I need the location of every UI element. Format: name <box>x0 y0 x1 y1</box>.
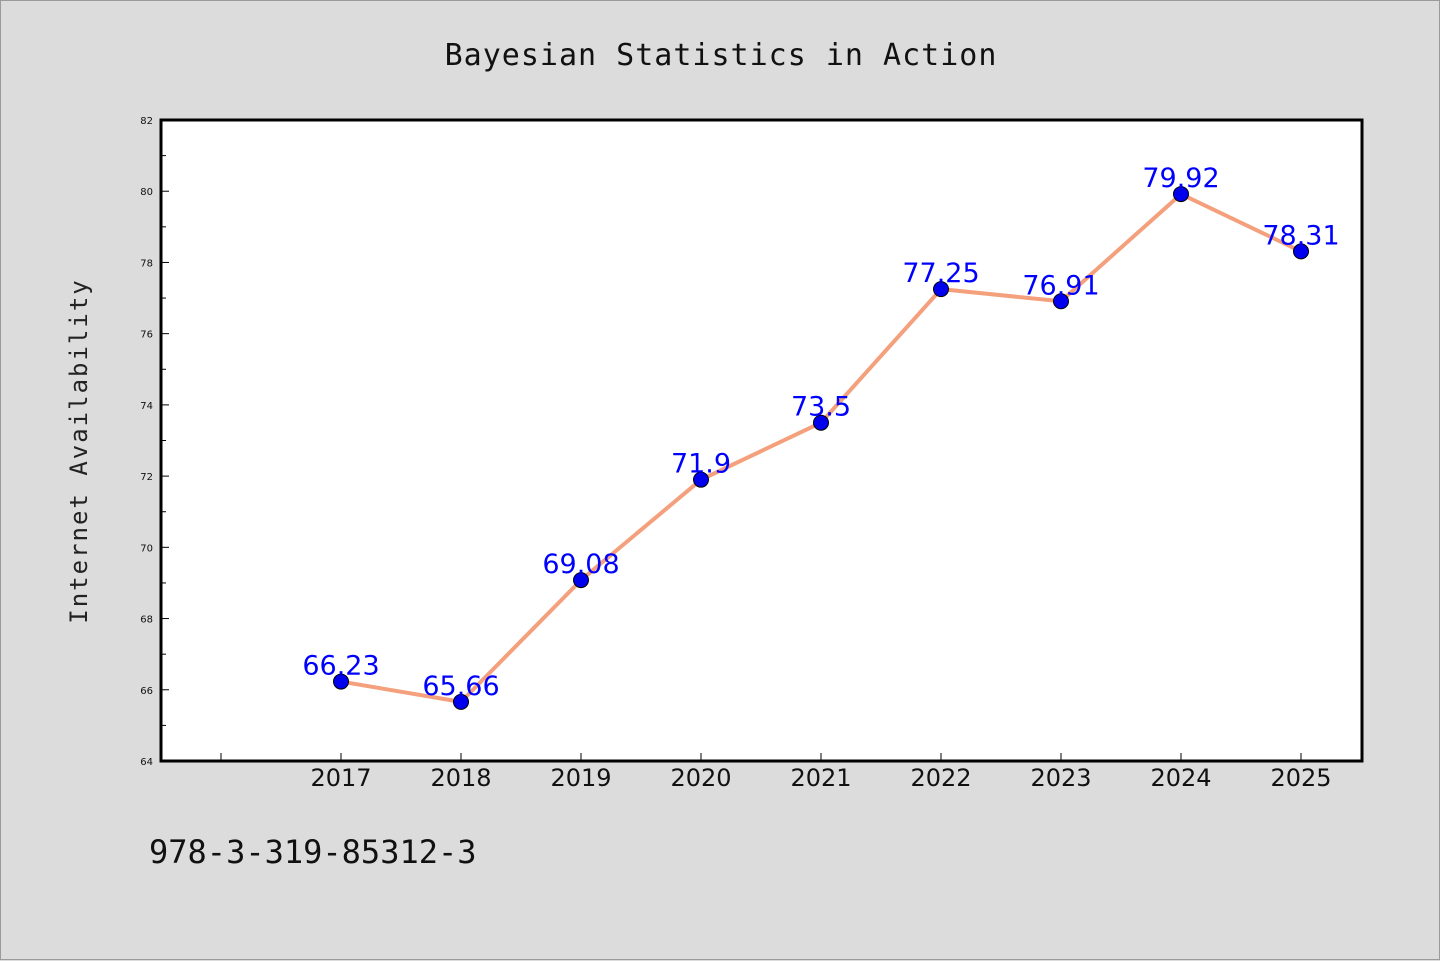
data-label: 79.92 <box>1142 163 1219 194</box>
data-label: 65.66 <box>422 671 499 702</box>
data-markers <box>333 186 1309 710</box>
plot-area <box>159 118 1364 763</box>
y-tick-label: 80 <box>140 187 153 198</box>
data-label: 73.5 <box>791 392 851 423</box>
axis-ticks: 64 66 68 70 72 74 76 78 80 82 2017 2018 2019 2020 2021… <box>140 116 1331 792</box>
x-tick-label: 2019 <box>550 764 611 792</box>
x-tick-label: 2025 <box>1270 764 1331 792</box>
y-axis-label: Internet Availability <box>65 278 93 623</box>
data-label: 76.91 <box>1022 270 1099 301</box>
y-tick-label: 82 <box>140 116 153 127</box>
x-tick-label: 2022 <box>910 764 971 792</box>
y-tick-label: 74 <box>140 401 153 412</box>
data-point <box>1173 186 1189 203</box>
data-point <box>813 414 829 431</box>
y-tick-label: 64 <box>140 757 153 768</box>
data-label: 69.08 <box>542 549 619 580</box>
data-label: 78.31 <box>1262 220 1339 251</box>
data-point <box>453 693 469 710</box>
data-point <box>933 281 949 298</box>
chart-title: Bayesian Statistics in Action <box>445 38 998 73</box>
x-tick-label: 2024 <box>1150 764 1211 792</box>
x-tick-label: 2017 <box>310 764 371 792</box>
x-tick-label: 2021 <box>790 764 851 792</box>
data-point <box>333 673 349 690</box>
y-tick-label: 78 <box>140 258 153 269</box>
y-tick-label: 76 <box>140 330 153 341</box>
data-label: 66.23 <box>302 651 379 682</box>
y-tick-label: 66 <box>140 686 153 697</box>
data-labels: 66.23 65.66 69.08 71.9 73.5 77.25 76.91 79.92 78… <box>302 163 1339 702</box>
data-point <box>1053 293 1069 310</box>
isbn-footer: 978-3-319-85312-3 <box>149 833 477 871</box>
data-label: 71.9 <box>671 449 731 480</box>
data-label: 77.25 <box>902 258 979 289</box>
data-point <box>693 471 709 488</box>
data-point <box>573 572 589 589</box>
x-tick-label: 2023 <box>1030 764 1091 792</box>
data-point <box>1293 243 1309 260</box>
y-tick-label: 72 <box>140 472 153 483</box>
x-tick-label: 2018 <box>430 764 491 792</box>
y-tick-label: 68 <box>140 615 153 626</box>
y-tick-label: 70 <box>140 543 153 554</box>
x-tick-label: 2020 <box>670 764 731 792</box>
